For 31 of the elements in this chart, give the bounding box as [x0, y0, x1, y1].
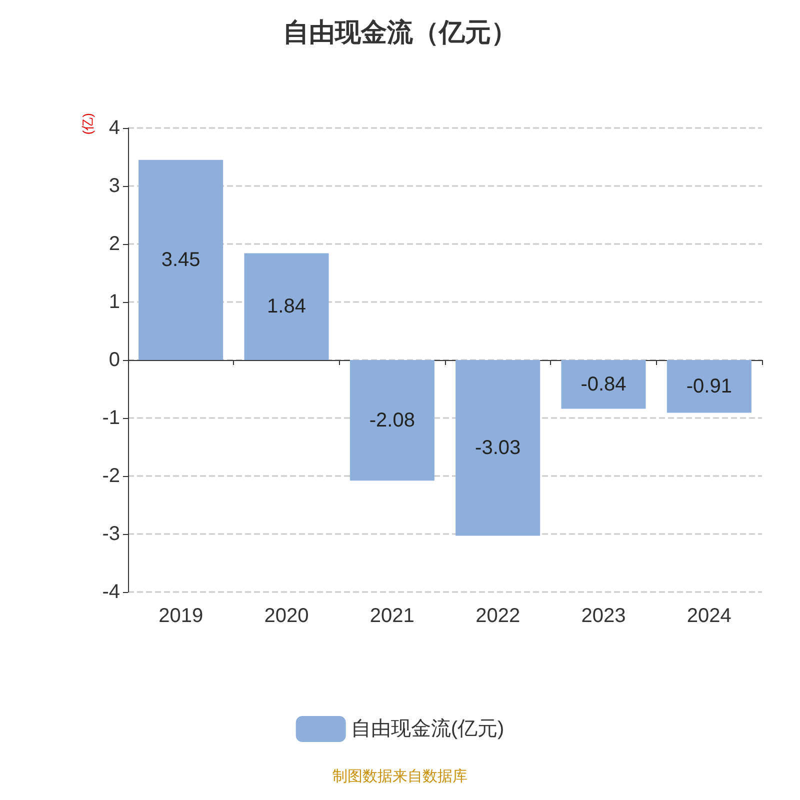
y-tick-label: -2	[102, 465, 120, 487]
bar	[138, 160, 224, 360]
x-tick-label: 2020	[264, 605, 309, 627]
data-label: -3.03	[475, 436, 521, 459]
data-label: 1.84	[267, 296, 306, 318]
x-tick-label: 2023	[581, 605, 626, 627]
text: 制图数据来自数据库	[332, 768, 468, 785]
y-tick-label: 4	[108, 117, 120, 139]
data-label: -0.84	[580, 373, 626, 396]
bar	[456, 360, 540, 536]
x-tick-label: 2021	[370, 605, 414, 627]
y-axis-title: (亿)	[80, 113, 95, 135]
bar	[244, 253, 329, 360]
data-label: -0.91	[686, 375, 732, 398]
x-tick-label: 2024	[686, 605, 732, 627]
x-tick-label: 2022	[476, 605, 520, 627]
data-label: 3.45	[161, 248, 200, 271]
y-tick-label: 3	[108, 175, 120, 197]
legend-label: 自由现金流(亿元)	[350, 718, 504, 740]
y-tick-label: -4	[102, 581, 120, 603]
y-tick-label: -3	[102, 523, 120, 545]
y-tick-label: 0	[108, 349, 120, 371]
x-tick-label: 2019	[158, 605, 204, 627]
bar	[666, 360, 752, 413]
chart-title: 自由现金流（亿元）	[283, 17, 517, 47]
bar	[350, 360, 434, 481]
y-tick-label: -1	[102, 407, 120, 429]
y-tick-label: 1	[108, 291, 120, 313]
bar	[561, 360, 646, 409]
data-label: -2.08	[369, 409, 415, 432]
y-tick-label: 2	[108, 233, 120, 255]
